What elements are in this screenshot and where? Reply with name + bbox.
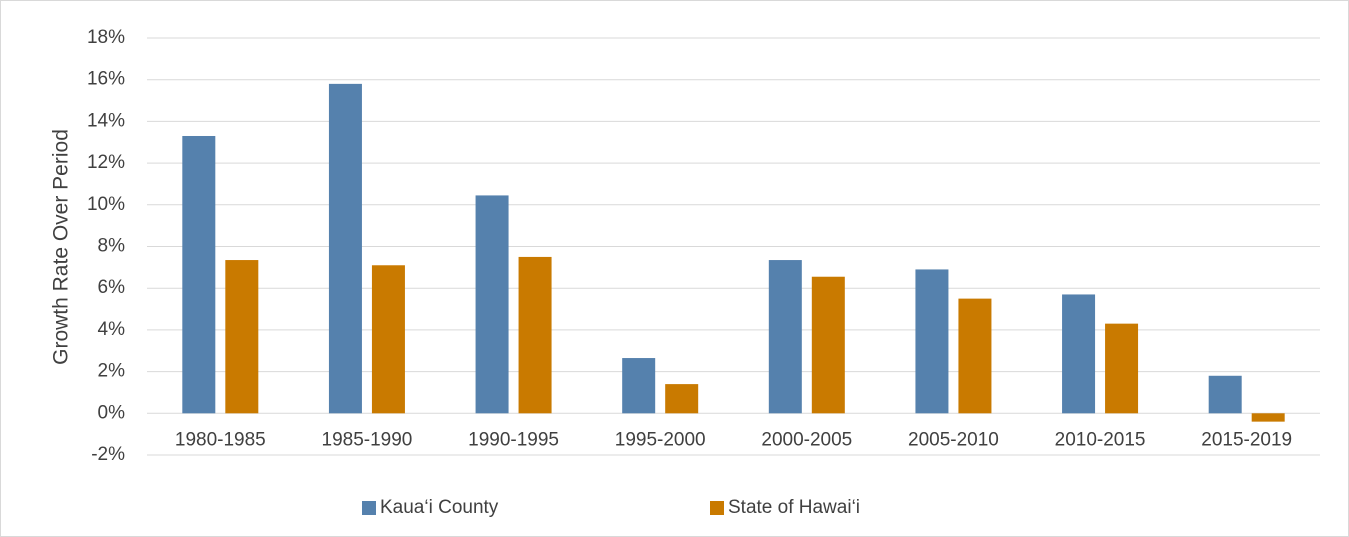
bar xyxy=(1105,323,1139,414)
bar xyxy=(1251,413,1285,422)
bar xyxy=(665,384,699,414)
y-tick-label: 18% xyxy=(87,27,125,48)
bar xyxy=(225,260,259,414)
bar xyxy=(622,358,656,414)
x-tick-label: 1985-1990 xyxy=(322,429,413,450)
bar xyxy=(182,135,216,414)
bar xyxy=(958,298,992,414)
bar xyxy=(371,265,405,414)
y-tick-label: -2% xyxy=(91,444,125,465)
x-tick-label: 2015-2019 xyxy=(1201,429,1292,450)
x-tick-label: 1980-1985 xyxy=(175,429,266,450)
y-tick-label: 2% xyxy=(98,361,126,382)
x-tick-label: 2000-2005 xyxy=(761,429,852,450)
bar xyxy=(811,276,845,414)
y-tick-label: 0% xyxy=(98,402,126,423)
bar xyxy=(518,256,552,414)
y-axis-label: Growth Rate Over Period xyxy=(50,129,73,365)
bar xyxy=(328,83,362,414)
y-tick-label: 10% xyxy=(87,194,125,215)
legend-swatch xyxy=(362,501,376,515)
y-tick-label: 12% xyxy=(87,152,125,173)
x-tick-label: 1995-2000 xyxy=(615,429,706,450)
legend-swatch xyxy=(710,501,724,515)
bar xyxy=(475,195,509,414)
y-tick-label: 16% xyxy=(87,69,125,90)
bar xyxy=(1062,294,1096,414)
y-tick-label: 14% xyxy=(87,110,125,131)
bar xyxy=(768,260,802,414)
y-tick-label: 6% xyxy=(98,277,126,298)
legend-label: State of Hawai‘i xyxy=(728,497,860,518)
y-tick-label: 8% xyxy=(98,236,126,257)
bar xyxy=(915,269,949,414)
x-tick-label: 2005-2010 xyxy=(908,429,999,450)
bar xyxy=(1208,375,1242,414)
y-tick-label: 4% xyxy=(98,319,126,340)
legend-label: Kaua‘i County xyxy=(380,497,499,518)
x-tick-label: 2010-2015 xyxy=(1055,429,1146,450)
x-tick-label: 1990-1995 xyxy=(468,429,559,450)
